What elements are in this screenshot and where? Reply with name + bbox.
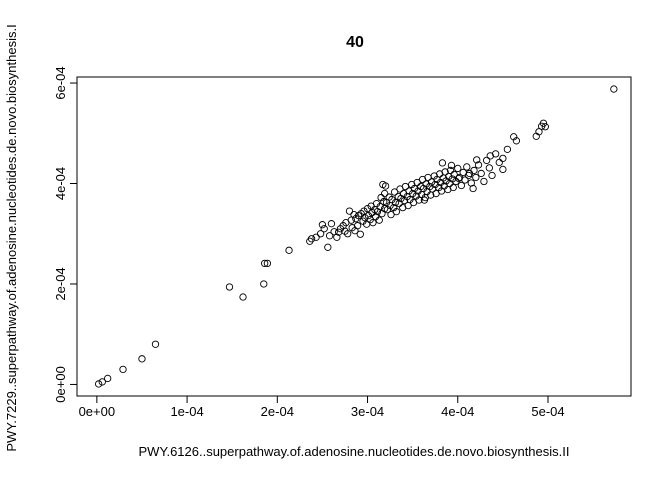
data-point [461,176,469,184]
data-point [455,174,463,183]
data-point [119,365,127,374]
data-point [369,219,377,227]
data-point [95,380,103,388]
data-point [353,222,362,230]
data-point [379,180,387,189]
y-tick-label: 4e-04 [53,167,68,200]
data-point [391,198,400,207]
data-point [320,225,328,233]
data-points [95,85,618,388]
data-point [424,173,432,182]
data-point [312,233,320,241]
y-tick-label: 6e-04 [53,66,68,99]
data-point [470,166,478,175]
data-point [363,204,372,213]
data-point [477,169,485,178]
data-point [503,145,512,153]
data-point [541,123,549,131]
data-point [482,156,491,165]
y-axis-title: PWY.7229..superpathway.of.adenosine.nucl… [4,24,19,451]
data-point [345,207,354,215]
data-point [307,235,316,243]
data-point [285,246,293,254]
data-point [499,154,507,163]
data-point [401,182,410,191]
y-tick-label: 0e+00 [53,366,68,403]
data-point [485,164,493,172]
data-point [327,220,336,228]
data-point [413,178,421,187]
data-point [225,283,234,291]
data-point [486,152,494,160]
data-point [325,232,334,240]
data-point [318,221,327,229]
data-point [512,137,521,145]
x-tick-label: 1e-04 [170,404,203,419]
data-point [499,165,507,174]
x-tick-label: 5e-04 [531,404,564,419]
data-point [138,355,146,363]
data-point [495,158,503,167]
data-point [480,177,488,186]
data-point [465,169,474,178]
data-point [239,293,247,301]
data-point [98,378,106,386]
data-point [261,259,269,268]
data-point [463,163,471,171]
data-point [449,183,457,192]
data-point [539,119,548,127]
data-point [438,159,447,167]
data-point [395,199,403,208]
data-point [473,156,481,164]
x-tick-label: 4e-04 [441,404,474,419]
data-point [410,184,419,193]
x-tick-label: 2e-04 [261,404,294,419]
chart-title: 40 [346,34,364,51]
data-point [469,184,477,193]
data-point [385,193,393,201]
data-point [263,259,272,268]
data-point [446,166,455,175]
data-point [488,171,496,180]
data-point [420,196,429,204]
data-point [474,161,483,169]
data-point [350,210,358,219]
data-point [356,230,364,238]
data-point [316,230,325,238]
data-point [392,207,401,216]
data-point [454,164,462,173]
x-tick-label: 0e+00 [79,404,116,419]
data-point [344,230,352,238]
data-point [260,280,268,288]
data-point [375,216,383,224]
x-axis-title: PWY.6126..superpathway.of.adenosine.nucl… [139,444,570,459]
y-tick-label: 2e-04 [53,267,68,300]
data-point [387,210,395,219]
data-point [104,374,112,383]
data-point [441,168,449,176]
data-point [390,188,399,196]
data-point [447,161,456,170]
y-axis: 0e+00 2e-04 4e-04 6e-04 [53,66,78,403]
x-tick-label: 3e-04 [351,404,384,419]
data-point [376,202,384,211]
x-axis: 0e+00 1e-04 2e-04 3e-04 4e-04 5e-04 [79,395,565,419]
data-point [472,173,480,182]
data-point [324,243,332,251]
data-point [610,85,618,93]
data-point [151,340,160,348]
data-point [333,233,341,241]
data-point [457,181,466,190]
data-point [450,170,458,179]
data-point [381,189,389,198]
